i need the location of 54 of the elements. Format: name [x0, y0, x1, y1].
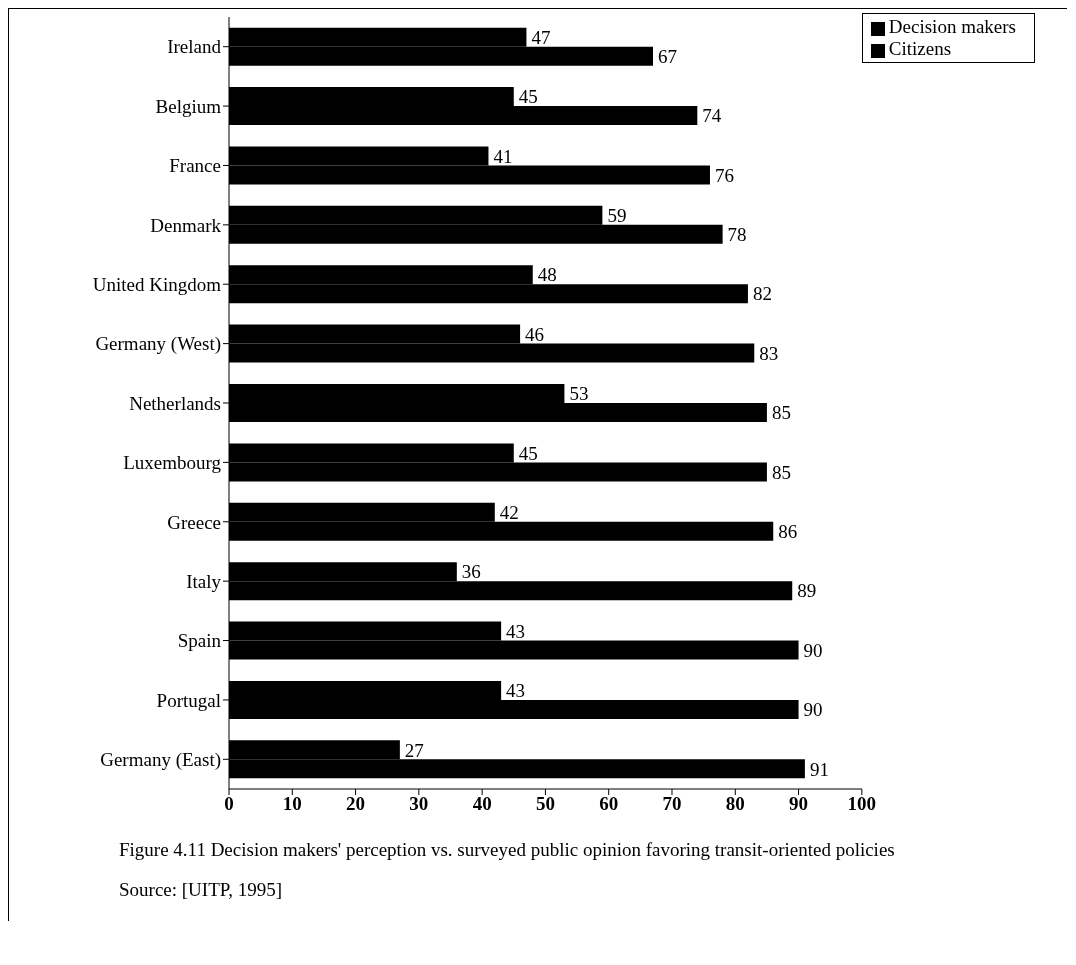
data-label: 90 [803, 639, 823, 661]
legend-label: Citizens [888, 38, 952, 59]
x-tick-label: 40 [472, 793, 492, 815]
data-label: 27 [404, 739, 424, 761]
data-label: 89 [797, 580, 817, 602]
data-label: 53 [569, 383, 589, 405]
x-tick-label: 80 [725, 793, 745, 815]
y-tick-label: Netherlands [129, 392, 221, 414]
y-tick-label: United Kingdom [92, 273, 222, 295]
data-label: 76 [714, 164, 734, 186]
data-label: 45 [518, 86, 538, 108]
x-tick-label: 100 [847, 793, 877, 815]
data-label: 46 [525, 323, 545, 345]
data-label: 41 [493, 145, 513, 167]
data-label: 82 [752, 283, 772, 305]
data-label: 83 [759, 342, 779, 364]
data-label: 91 [809, 758, 829, 780]
x-tick-label: 10 [282, 793, 302, 815]
y-tick-label: Spain [177, 630, 222, 652]
x-tick-label: 20 [346, 793, 366, 815]
data-label: 74 [702, 105, 722, 127]
y-tick-label: Italy [186, 570, 222, 592]
x-tick-label: 70 [662, 793, 682, 815]
y-tick-label: Belgium [155, 95, 222, 117]
y-tick-label: Ireland [167, 36, 222, 58]
source-note: Source: [UITP, 1995] [119, 879, 284, 901]
data-label: 85 [771, 402, 791, 424]
y-tick-label: Portugal [156, 689, 221, 711]
data-label: 43 [506, 680, 526, 702]
data-label: 90 [803, 699, 823, 721]
x-tick-label: 60 [599, 793, 619, 815]
data-label: 48 [537, 264, 557, 286]
data-label: 67 [658, 45, 678, 67]
data-label: 36 [461, 561, 481, 583]
data-label: 45 [518, 442, 538, 464]
data-label: 85 [771, 461, 791, 483]
data-label: 59 [607, 205, 627, 227]
x-tick-label: 30 [409, 793, 429, 815]
x-tick-label: 50 [535, 793, 555, 815]
x-tick-label: 90 [789, 793, 809, 815]
y-tick-label: Luxembourg [123, 452, 222, 474]
y-tick-label: Germany (East) [100, 749, 221, 772]
data-label: 43 [506, 620, 526, 642]
data-label: 86 [778, 521, 798, 543]
data-label: 42 [499, 502, 519, 524]
y-tick-label: Greece [167, 511, 221, 533]
x-tick-label: 0 [224, 793, 234, 815]
y-tick-label: Germany (West) [95, 333, 221, 356]
y-tick-label: Denmark [150, 214, 222, 236]
legend-label: Decision makers [888, 16, 1016, 37]
text: Figure 4.11 Decision makers' perception vs. surveyed public opinion favoring transit-oriented policies [119, 839, 895, 861]
data-label: 78 [727, 224, 747, 246]
data-label: 47 [531, 26, 551, 48]
y-tick-label: France [169, 155, 221, 177]
